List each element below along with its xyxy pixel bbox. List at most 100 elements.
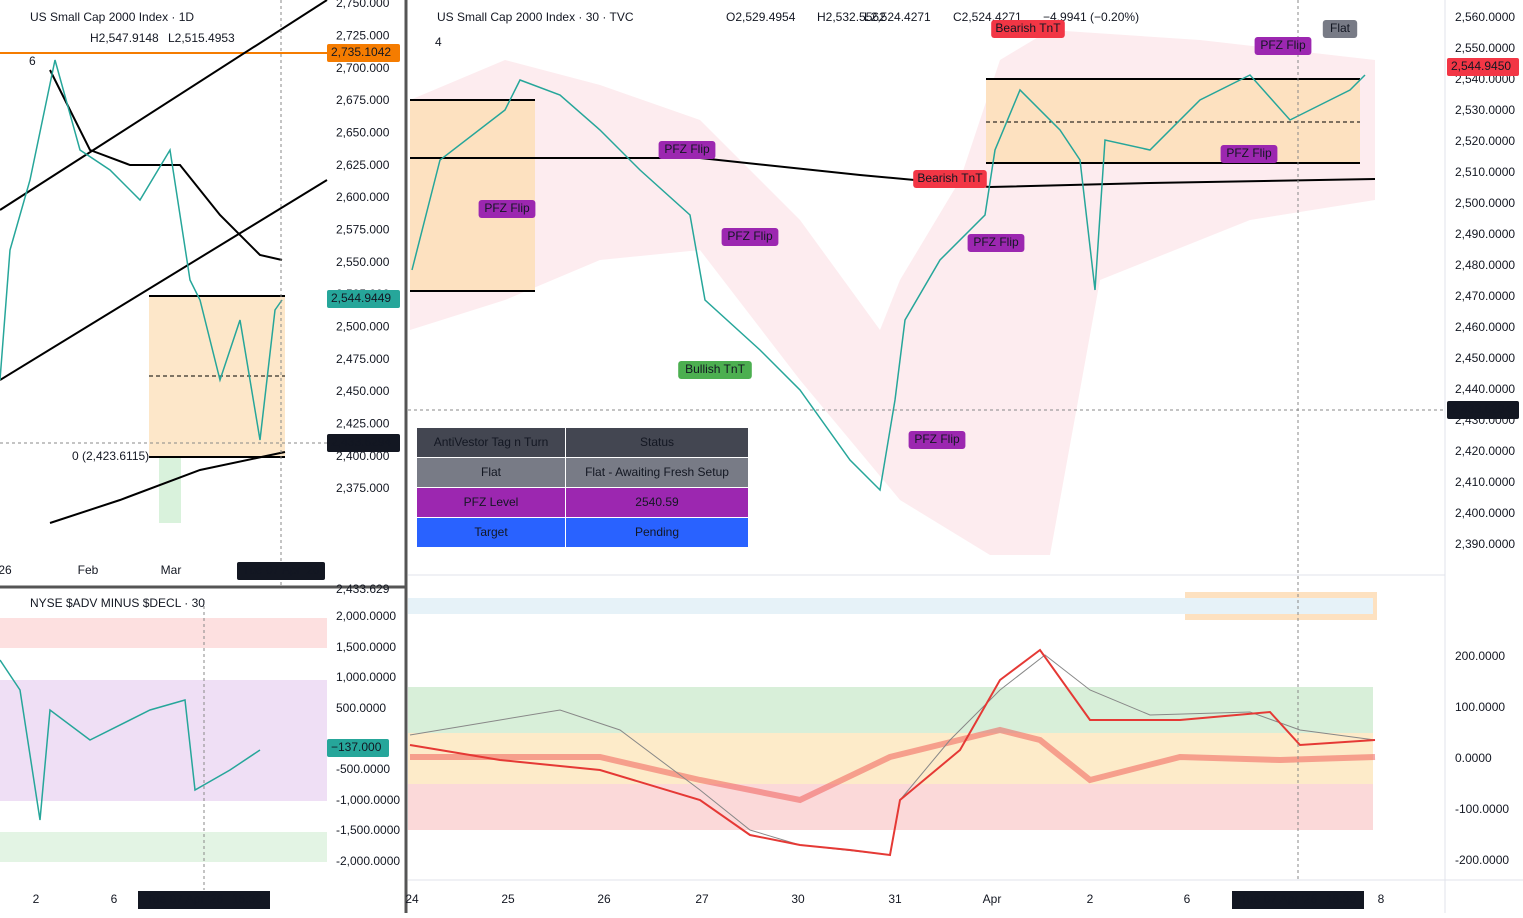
- price-tick: 2,475.000: [336, 352, 390, 366]
- breadth-tick: 2,000.0000: [336, 609, 396, 623]
- last-price-bg: [327, 290, 400, 308]
- crosshair-price: 2,433.6294: [331, 435, 391, 449]
- price-tick: 2,520.0000: [1455, 134, 1515, 148]
- breadth-last-bg: [327, 739, 389, 757]
- crosshair-price-bg: [327, 434, 400, 452]
- table-cell: [417, 488, 565, 517]
- annotation-bg: [967, 234, 1025, 252]
- table-cell: [566, 488, 748, 517]
- price-tick: 2,450.0000: [1455, 351, 1515, 365]
- price-tick: 2,460.0000: [1455, 320, 1515, 334]
- annotation: PFZ Flip: [1226, 146, 1272, 160]
- breadth-tick: 1,500.0000: [336, 640, 396, 654]
- price-tick: 2,440.0000: [1455, 382, 1515, 396]
- price-tick: 2,490.0000: [1455, 227, 1515, 241]
- annotation: PFZ Flip: [664, 142, 710, 156]
- price-tick: 2,420.0000: [1455, 444, 1515, 458]
- last-price-bg: [1447, 58, 1519, 76]
- price-tick: 2,480.0000: [1455, 258, 1515, 272]
- annotation: PFZ Flip: [484, 201, 530, 215]
- time-label: 2: [1087, 892, 1094, 906]
- price-tick: 2,500.0000: [1455, 196, 1515, 210]
- table-cell: [417, 428, 565, 457]
- chart-title: US Small Cap 2000 Index · 30 · TVC: [437, 10, 634, 24]
- interval-badge: 6: [29, 54, 36, 68]
- price-tick: 2,750.000: [336, 0, 390, 10]
- crosshair-time-bg: [1232, 891, 1364, 909]
- crosshair-time-bg: [237, 562, 325, 580]
- annotation-bg: [678, 361, 752, 379]
- ath-price-bg: [327, 44, 400, 62]
- price-tick: 2,390.0000: [1455, 537, 1515, 551]
- last-price: 2,544.9450: [1451, 59, 1511, 73]
- price-tick: 2,625.000: [336, 158, 390, 172]
- crosshair-time: Tue 07 Apr '26: [242, 563, 320, 577]
- annotation-bg: [721, 228, 779, 246]
- crosshair-time: Tue 07 Apr '26: [1240, 892, 1318, 906]
- price-tick: 2,560.0000: [1455, 10, 1515, 24]
- price-tick: 2,530.0000: [1455, 103, 1515, 117]
- time-label: 25: [501, 892, 515, 906]
- interval-badge: 4: [435, 35, 442, 49]
- time-label: 6: [111, 892, 118, 906]
- crosshair-clock: 15:30: [232, 892, 262, 906]
- annotation-bg: [478, 200, 536, 218]
- annotation: Bullish TnT: [685, 362, 745, 376]
- price-tick: 2,410.0000: [1455, 475, 1515, 489]
- price-tick: 2,400.0000: [1455, 506, 1515, 520]
- table-cell: [566, 428, 748, 457]
- time-label: 8: [1378, 892, 1385, 906]
- annotation: PFZ Flip: [1260, 38, 1306, 52]
- time-label: Mar: [161, 563, 182, 577]
- breadth-tick: 500.0000: [336, 701, 386, 715]
- crosshair-time: Tue 07 Apr '26: [146, 892, 224, 906]
- annotation: Flat: [1330, 21, 1351, 35]
- price-tick: 2,725.000: [336, 29, 390, 43]
- table-cell-text: Flat: [481, 465, 502, 479]
- ohlc-high: H2,547.9148: [90, 31, 159, 45]
- time-label: 24: [405, 892, 419, 906]
- table-cell-text: PFZ Level: [464, 495, 519, 509]
- top-price: 2,433.629: [336, 582, 390, 596]
- annotation-bg: [1322, 20, 1358, 38]
- annotation-bg: [1220, 145, 1278, 163]
- time-label: Feb: [78, 563, 99, 577]
- breadth-last: −137.000: [331, 740, 382, 754]
- price-tick: 2,470.0000: [1455, 289, 1515, 303]
- price-tick: 2,375.000: [336, 481, 390, 495]
- indicator-tick: -200.0000: [1455, 853, 1509, 867]
- time-label: 26: [0, 563, 12, 577]
- table-cell: [566, 518, 748, 547]
- table-header: Status: [640, 435, 674, 449]
- ohlc-low: L2,515.4953: [168, 31, 235, 45]
- ohlc-high: H2,532.5562: [817, 10, 886, 24]
- table-cell-text: Pending: [635, 525, 679, 539]
- table-cell: [566, 458, 748, 487]
- crosshair-price-bg: [1447, 401, 1519, 419]
- price-tick: 2,575.000: [336, 222, 390, 236]
- time-label: Apr: [983, 892, 1002, 906]
- time-label: 6: [1184, 892, 1191, 906]
- breadth-tick: -1,500.0000: [336, 823, 400, 837]
- chart-title: NYSE $ADV MINUS $DECL · 30: [30, 596, 205, 610]
- annotation: Bearish TnT: [917, 171, 983, 185]
- indicator-tick: 0.0000: [1455, 751, 1492, 765]
- time-label: 31: [888, 892, 902, 906]
- annotation: PFZ Flip: [727, 229, 773, 243]
- table-cell: [417, 518, 565, 547]
- breadth-tick: -2,000.0000: [336, 854, 400, 868]
- annotation-bg: [908, 431, 966, 449]
- crosshair-time-bg: [138, 891, 270, 909]
- indicator-tick: 100.0000: [1455, 700, 1505, 714]
- crosshair-price: 2,433.6294: [1451, 402, 1511, 416]
- time-label: 2: [33, 892, 40, 906]
- table-cell-text: 2540.59: [635, 495, 679, 509]
- breadth-tick: 1,000.0000: [336, 670, 396, 684]
- last-price: 2,544.9449: [331, 291, 391, 305]
- price-tick: 2,700.000: [336, 61, 390, 75]
- time-label: 27: [695, 892, 709, 906]
- price-tick: 2,510.0000: [1455, 165, 1515, 179]
- annotation-bg: [658, 141, 716, 159]
